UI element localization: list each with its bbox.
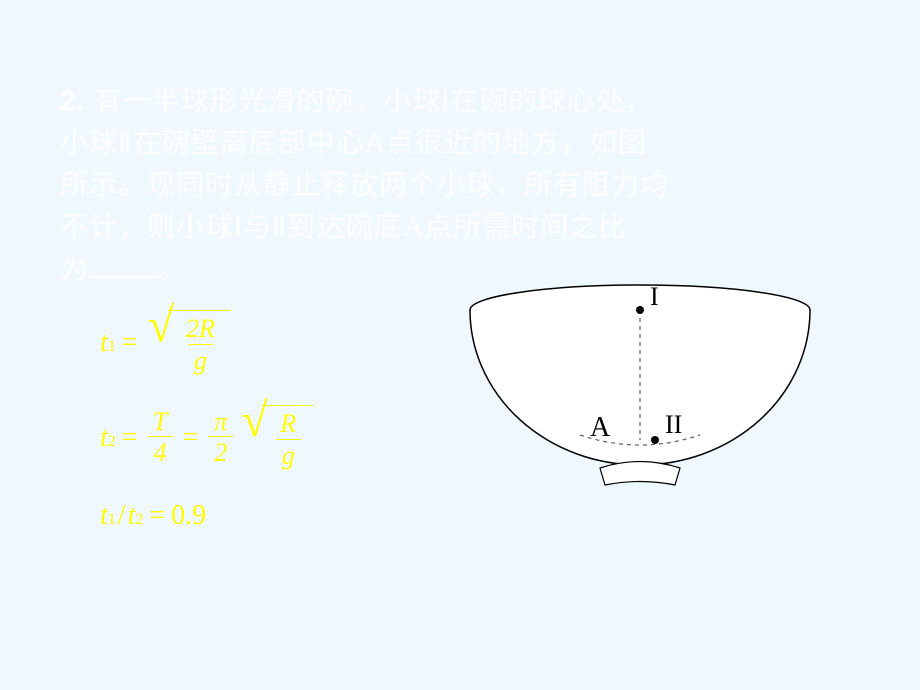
radical-icon: √ [148, 314, 174, 379]
den-g: g [276, 439, 301, 471]
line2: 小球Ⅱ在碗壁离底部中心A点很近的地方，如图 [60, 128, 647, 159]
bowl-svg [450, 280, 850, 500]
ball-2 [651, 436, 659, 444]
formula-t1: t1 = √ 2R g [100, 310, 313, 375]
problem-number: 2. [60, 85, 85, 116]
num-T: T [149, 408, 171, 437]
sub-2r: 2 [135, 511, 143, 529]
var-t1r: t [100, 500, 108, 532]
label-I: I [650, 282, 659, 312]
slash: / [118, 500, 126, 532]
var-t2: t [100, 422, 108, 454]
den-4: 4 [148, 436, 173, 468]
bowl-base [600, 462, 680, 486]
formula-t2: t2 = T 4 = π 2 √ R g [100, 405, 313, 470]
line3: 所示。现同时从静止释放两个小球，所有阻力均 [60, 170, 669, 201]
ball-1 [636, 306, 644, 314]
radicand1: 2R g [168, 310, 231, 375]
var-t: t [100, 327, 108, 359]
frac-2R-g: 2R g [182, 315, 219, 375]
label-A: A [590, 412, 610, 444]
problem-text: 2. 有一半球形光滑的碗，小球Ⅰ在碗的球心处， 小球Ⅱ在碗壁离底部中心A点很近的… [60, 80, 860, 291]
ratio-value: 0.9 [171, 500, 206, 532]
num-2R: 2R [182, 315, 219, 344]
frac-T-4: T 4 [148, 408, 173, 468]
num-pi: π [210, 408, 231, 437]
frac-R-g: R g [276, 410, 301, 470]
sqrt2: √ R g [241, 405, 312, 470]
frac-pi-2: π 2 [208, 408, 233, 468]
answer-blank [89, 276, 159, 278]
line5a: 为 [60, 254, 89, 285]
equals: = [183, 422, 199, 454]
line1: 有一半球形光滑的碗，小球Ⅰ在碗的球心处， [93, 86, 653, 117]
equals: = [149, 500, 165, 532]
formula-ratio: t1 / t2 = 0.9 [100, 500, 313, 532]
radical-icon: √ [241, 409, 267, 474]
equals: = [122, 327, 138, 359]
sub-1r: 1 [108, 511, 116, 529]
sqrt1: √ 2R g [148, 310, 231, 375]
equals: = [122, 422, 138, 454]
radicand2: R g [262, 405, 313, 470]
bowl-body [470, 310, 810, 465]
num-R: R [276, 410, 300, 439]
sub-1: 1 [108, 338, 116, 356]
line5b: 。 [159, 254, 188, 285]
label-II: II [665, 410, 682, 440]
line4: 不计，则小球Ⅰ与Ⅱ到达碗底A点所需时间之比 [60, 212, 627, 243]
den-2: 2 [208, 436, 233, 468]
bowl-diagram: I II A [450, 280, 850, 500]
formula-block: t1 = √ 2R g t2 = T 4 = π 2 √ [100, 310, 313, 562]
sub-2: 2 [108, 433, 116, 451]
den-g: g [188, 344, 213, 376]
var-t2r: t [128, 500, 136, 532]
